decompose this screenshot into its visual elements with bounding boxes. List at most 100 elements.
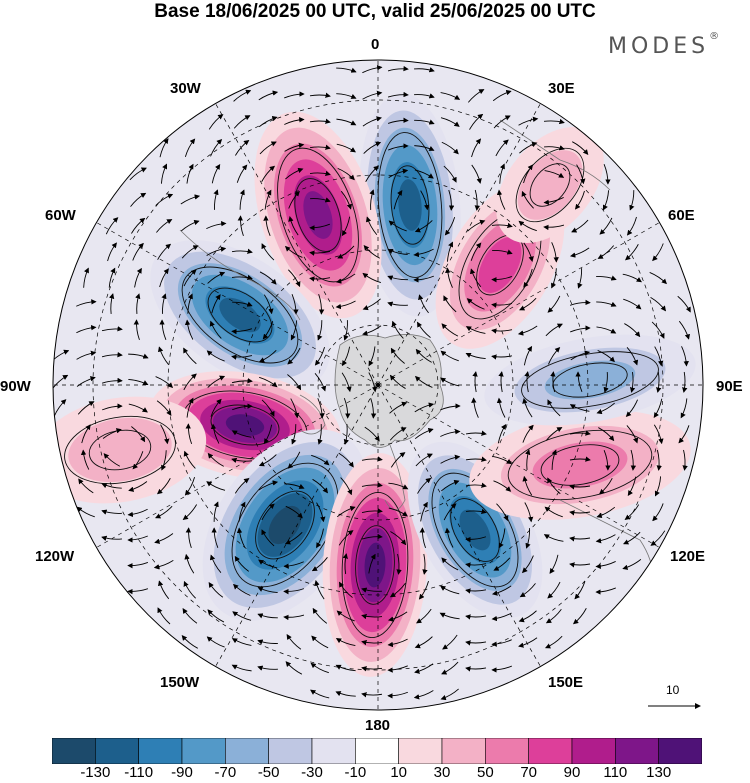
wind-vector (369, 189, 375, 210)
wind-vector (262, 321, 274, 340)
wind-vector (440, 377, 460, 387)
wind-vector (309, 92, 331, 98)
wind-vector (656, 371, 662, 393)
wind-vector (551, 449, 557, 470)
wind-vector (263, 294, 274, 315)
wind-vector (443, 165, 457, 183)
wind-vector (682, 371, 688, 393)
wind-vector (445, 267, 453, 288)
colorbar-tick-label: 130 (646, 764, 672, 781)
lon-label-120e: 120E (670, 548, 706, 565)
wind-vector (525, 449, 531, 470)
wind-vector (599, 478, 613, 495)
registered-mark: ® (709, 30, 720, 42)
wind-vector (284, 91, 305, 99)
wind-vector (236, 164, 248, 183)
wind-vector (414, 663, 434, 674)
wind-vectors (53, 64, 691, 701)
wind-vector (231, 430, 252, 438)
wind-vector (543, 534, 564, 542)
wind-vector (291, 294, 299, 315)
wind-vector (678, 320, 690, 340)
wind-vector (414, 428, 434, 440)
wind-vector (622, 559, 642, 570)
wind-vector (572, 608, 587, 625)
wind-vector (396, 553, 402, 575)
wind-vector (314, 373, 327, 392)
colorbar-swatch (311, 737, 356, 765)
wind-vector (206, 350, 225, 362)
wind-vector (650, 530, 666, 546)
wind-vector (312, 607, 328, 624)
wind-vector (414, 169, 434, 179)
lon-label-60e: 60E (668, 207, 695, 224)
wind-vector (231, 457, 253, 463)
wind-vector (368, 553, 376, 574)
wind-vector (161, 450, 167, 471)
wind-vector (370, 397, 377, 419)
wind-vector (440, 688, 459, 701)
wind-vector (654, 476, 662, 497)
wind-vector (543, 224, 565, 231)
wind-vector (393, 190, 403, 210)
wind-vector (208, 114, 224, 130)
wind-vector (522, 398, 533, 418)
wind-vector (211, 294, 221, 314)
wind-vector (309, 170, 331, 177)
wind-vector (258, 90, 279, 101)
wind-vector (311, 557, 328, 572)
wind-vector (388, 143, 409, 151)
wind-vector (595, 587, 616, 595)
wind-vector (231, 638, 252, 646)
wind-vector (491, 354, 513, 360)
wind-vector (551, 242, 559, 263)
wind-vector (544, 506, 563, 518)
wind-vector (285, 167, 304, 180)
wind-vector (414, 93, 435, 99)
wind-vector (465, 562, 487, 568)
streamline (341, 491, 409, 639)
wind-vector (336, 505, 356, 518)
lon-label-30w: 30W (170, 80, 201, 97)
wind-vector (440, 585, 460, 595)
wind-vector (547, 295, 561, 313)
wind-vector (389, 374, 406, 389)
wind-vector (624, 504, 640, 520)
wind-vector (440, 92, 461, 100)
wind-vector (442, 634, 458, 650)
wind-vector (343, 397, 351, 419)
wind-vector (652, 243, 664, 262)
wind-vector (465, 588, 487, 594)
wind-vector (183, 347, 197, 365)
wind-vector (387, 665, 408, 673)
anomaly-contour-west-northwest (219, 297, 261, 333)
meridian-line (377, 219, 664, 386)
wind-vector (185, 423, 193, 445)
wind-vector (232, 301, 253, 307)
wind-vector (206, 220, 227, 230)
wind-vector (523, 242, 534, 262)
streamline (207, 287, 273, 343)
meridian-line (212, 99, 379, 386)
wind-vector (653, 398, 663, 418)
wind-vector (83, 267, 89, 288)
streamline (255, 490, 315, 560)
wind-vector (361, 692, 383, 698)
wind-vector (518, 637, 538, 648)
wind-vector (470, 242, 482, 261)
wind-vector (128, 353, 149, 359)
wind-vector (625, 399, 638, 417)
streamline (294, 178, 342, 252)
wind-vector (492, 455, 513, 465)
wind-vector (545, 608, 562, 624)
wind-vector (440, 429, 461, 437)
wind-vector (134, 267, 142, 288)
wind-vector (257, 613, 278, 619)
wind-vector (361, 587, 382, 593)
wind-vector (596, 301, 617, 307)
wind-vector (341, 216, 351, 237)
wind-vector (414, 636, 433, 649)
wind-vector (387, 301, 408, 307)
wind-vector (388, 168, 409, 178)
wind-vector (419, 527, 426, 549)
